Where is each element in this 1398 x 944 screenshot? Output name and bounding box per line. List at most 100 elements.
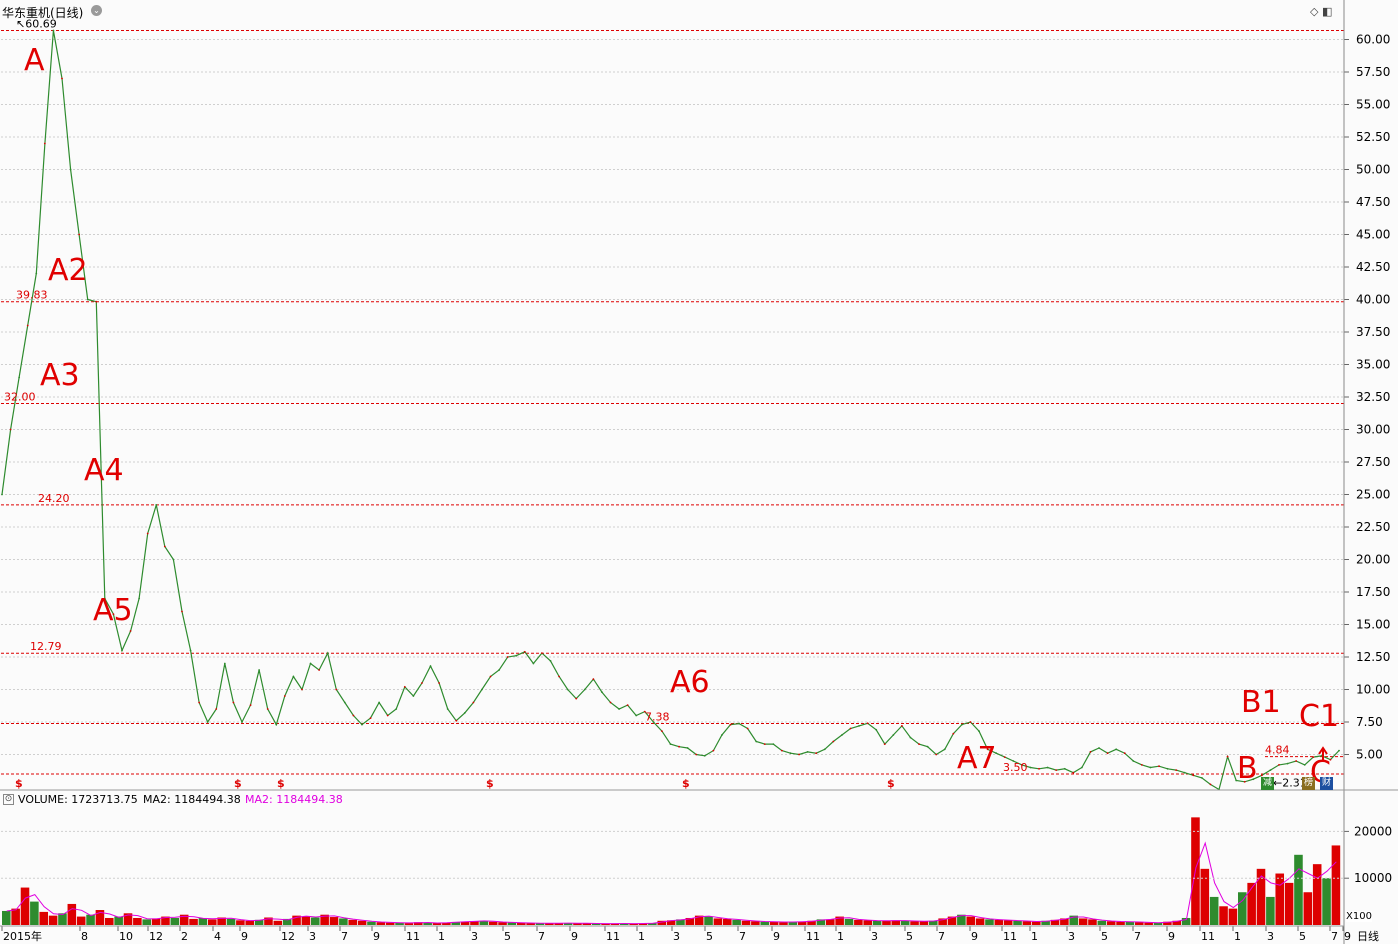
price-point — [558, 675, 560, 678]
price-point — [926, 745, 929, 748]
reference-label: 39.83 — [16, 289, 48, 302]
volume-bar — [254, 919, 264, 925]
y-tick-label: 52.50 — [1356, 130, 1390, 144]
price-point — [643, 710, 646, 713]
volume-bar — [1097, 920, 1107, 925]
annotation-label: A6 — [670, 665, 710, 700]
annotation-label: A7 — [957, 741, 997, 776]
price-point — [146, 532, 149, 535]
volume-bar — [788, 921, 798, 925]
volume-bar — [123, 913, 133, 925]
price-point — [1226, 755, 1229, 758]
ma2-value: MA2: 1184494.38 — [245, 793, 343, 806]
volume-bar — [301, 916, 311, 925]
price-point — [1329, 758, 1332, 761]
price-point — [35, 272, 38, 275]
price-point — [506, 656, 509, 658]
price-point — [601, 691, 603, 693]
price-point — [575, 697, 578, 700]
price-point — [858, 725, 860, 727]
volume-bar — [994, 919, 1004, 925]
volume-bar — [423, 922, 432, 925]
x-tick-label: 12 — [281, 930, 295, 943]
price-point — [78, 233, 81, 236]
volume-bar — [58, 913, 67, 925]
volume-bar — [30, 901, 39, 925]
price-point — [532, 662, 535, 665]
top-right-icons[interactable]: ◇ ◧ — [1310, 5, 1333, 18]
price-point — [1020, 764, 1023, 766]
x-tick-label: 1 — [438, 930, 445, 943]
price-point — [95, 300, 98, 303]
price-point — [703, 754, 706, 757]
price-point — [129, 630, 132, 632]
volume-bar — [975, 918, 985, 925]
volume-tick-label: 10000 — [1354, 871, 1392, 885]
volume-bar — [470, 921, 479, 925]
x-tick-label: 12 — [149, 930, 163, 943]
volume-bar — [891, 920, 901, 925]
volume-bar — [751, 921, 760, 925]
volume-panel-header: ⊙ VOLUME: 1723713.75 MA2: 1184494.38 — [0, 792, 1344, 808]
reference-label: 12.79 — [30, 640, 62, 653]
annotation-label: A5 — [93, 593, 133, 628]
price-point — [832, 740, 835, 743]
flag-rank[interactable]: 榜 — [1302, 777, 1315, 790]
volume-bar — [133, 917, 142, 925]
price-point — [1286, 762, 1289, 765]
y-tick-label: 17.50 — [1356, 585, 1390, 599]
collapse-icon[interactable]: ⊙ — [3, 794, 14, 805]
x-tick-label: 1 — [1234, 930, 1241, 943]
y-tick-label: 32.50 — [1356, 390, 1390, 404]
timeframe-label[interactable]: 日线 — [1357, 930, 1379, 943]
price-point — [1200, 777, 1203, 779]
volume-bar — [760, 921, 770, 925]
flag-reduce[interactable]: 减 — [1261, 777, 1274, 790]
volume-bar — [526, 923, 535, 925]
price-point — [695, 753, 698, 756]
price-point — [969, 721, 972, 723]
price-point — [712, 749, 715, 752]
annotation-label: A — [24, 43, 45, 78]
x-tick-label: 5 — [1101, 930, 1108, 943]
price-point — [198, 701, 201, 704]
price-point — [541, 652, 543, 654]
price-point — [523, 650, 526, 653]
price-point — [678, 745, 680, 748]
price-point — [883, 743, 886, 745]
title-dropdown-icon[interactable]: ⌄ — [91, 5, 102, 16]
volume-bar — [1088, 919, 1097, 925]
price-point — [318, 669, 321, 671]
price-point — [806, 751, 809, 753]
volume-bar — [451, 921, 461, 925]
volume-bar — [882, 920, 891, 925]
volume-bar — [910, 921, 919, 925]
price-point — [1312, 756, 1315, 758]
volume-bar — [582, 923, 592, 925]
volume-bar — [488, 921, 498, 925]
flag-finance[interactable]: 财 — [1320, 777, 1333, 790]
dividend-marker-icon: $ — [887, 777, 895, 790]
volume-bar — [395, 922, 404, 925]
volume-bar — [1153, 922, 1163, 925]
volume-bar — [208, 919, 217, 925]
volume-bar — [442, 922, 451, 925]
volume-bar — [479, 920, 489, 925]
volume-ma2-line — [6, 841, 1337, 925]
price-point — [498, 669, 500, 671]
volume-bar — [1312, 864, 1322, 925]
y-tick-label: 27.50 — [1356, 455, 1390, 469]
volume-bar — [1228, 908, 1238, 925]
reference-label: 7.38 — [645, 711, 670, 724]
y-tick-label: 35.00 — [1356, 358, 1390, 372]
price-point — [875, 728, 878, 731]
price-point — [223, 662, 226, 665]
price-point — [1278, 764, 1280, 766]
price-point — [378, 701, 381, 704]
volume-bar — [657, 920, 667, 925]
price-point — [103, 597, 106, 600]
y-tick-label: 50.00 — [1356, 163, 1390, 177]
volume-bar — [1135, 922, 1144, 925]
price-point — [52, 29, 55, 32]
price-point — [163, 545, 166, 548]
